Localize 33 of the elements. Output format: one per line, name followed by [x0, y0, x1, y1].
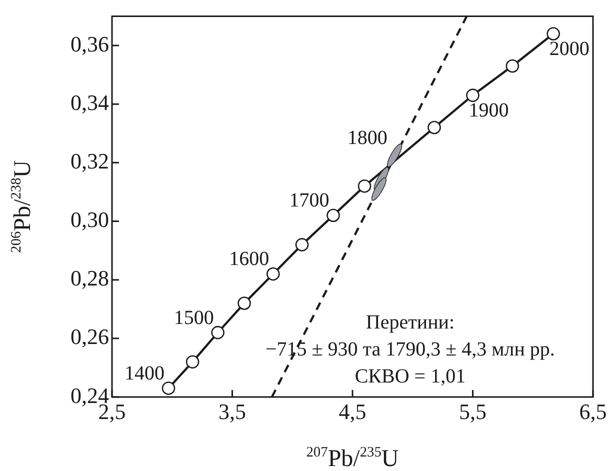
annotation: 1400	[124, 362, 165, 384]
y-tick-label: 0,32	[70, 148, 109, 174]
point	[238, 296, 251, 310]
point	[211, 326, 224, 340]
x-tick-label: 5,5	[459, 398, 486, 424]
point	[266, 267, 280, 281]
point	[428, 120, 441, 134]
annotation: −715 ± 930 та 1790,3 ± 4,3 млн рр.	[266, 338, 555, 360]
annotation: 1500	[174, 306, 214, 329]
point	[162, 382, 176, 395]
point	[506, 59, 520, 73]
annotation: 1900	[468, 100, 509, 122]
y-tick-label: 0,30	[70, 207, 109, 232]
annotation: Перетини:	[366, 311, 455, 334]
point	[546, 27, 560, 40]
y-tick-label: 0,36	[70, 31, 109, 56]
point	[326, 208, 340, 222]
x-tick-label: 4,5	[338, 398, 366, 424]
annotation: 1700	[289, 190, 330, 212]
point	[186, 355, 200, 368]
y-tick-label: 0,34	[70, 90, 109, 115]
x-tick-label: 6,5	[579, 398, 607, 424]
annotation: 1800	[347, 127, 388, 150]
y-axis-title: 206Pb/238U	[8, 160, 36, 253]
point	[466, 88, 480, 102]
point	[295, 238, 309, 252]
y-tick-label: 0,28	[70, 266, 109, 291]
point	[358, 179, 372, 193]
annotation: 2000	[549, 38, 590, 60]
annotation: СКВО = 1,01	[354, 365, 466, 388]
annotation: 1600	[229, 248, 270, 270]
x-tick-label: 3,5	[218, 398, 246, 424]
y-tick-label: 0,26	[70, 324, 109, 350]
